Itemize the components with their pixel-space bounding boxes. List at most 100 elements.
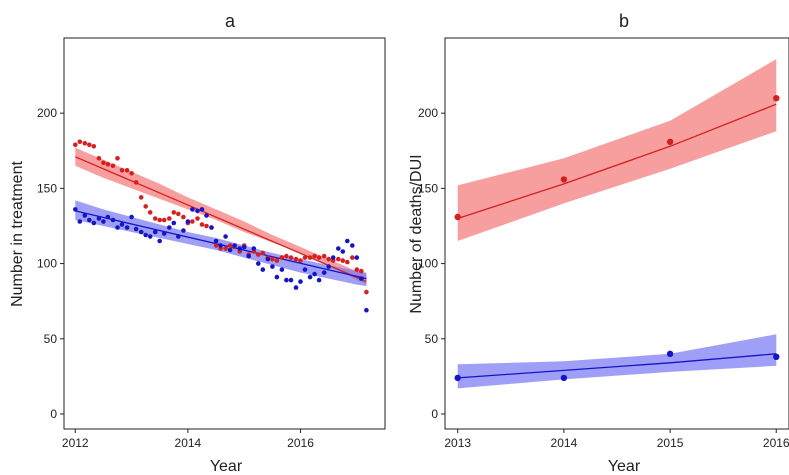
data-point-blue — [666, 350, 674, 357]
data-point-red — [364, 289, 369, 295]
data-point-blue — [119, 222, 125, 227]
y-tick-label: 50 — [44, 332, 58, 346]
data-point-red — [204, 223, 209, 229]
data-point-blue — [302, 267, 308, 272]
data-point-blue — [359, 276, 364, 281]
data-point-red — [110, 163, 116, 169]
data-point-red — [293, 256, 299, 262]
data-point-red — [359, 268, 364, 274]
data-point-red — [307, 255, 313, 260]
data-point-blue — [237, 246, 242, 251]
panel-a: a Year Number in treatment 2012 2014 2016 … — [9, 11, 386, 475]
fit-line-red — [75, 156, 367, 283]
data-point-red — [157, 217, 162, 223]
data-point-blue — [336, 246, 341, 251]
data-point-blue — [147, 234, 153, 239]
panel-a-title: a — [225, 11, 236, 31]
data-point-blue — [340, 249, 346, 254]
data-point-blue — [129, 214, 134, 220]
data-point-red — [124, 168, 130, 173]
data-point-red — [279, 255, 285, 260]
data-point-red — [115, 156, 120, 161]
data-point-red — [176, 211, 181, 217]
data-point-red — [96, 156, 102, 161]
data-point-red — [161, 217, 167, 223]
data-point-red — [288, 255, 294, 260]
data-point-red — [345, 259, 350, 265]
data-point-blue — [316, 277, 322, 283]
data-point-blue — [345, 238, 350, 244]
data-point-blue — [773, 353, 780, 360]
data-point-blue — [115, 225, 120, 230]
panel-b-x-ticks: 2013 2014 2015 2016 — [444, 429, 789, 450]
data-point-red — [223, 246, 228, 251]
data-point-red — [284, 253, 289, 259]
panel-a-y-ticks: 0 50 100 150 200 — [37, 106, 64, 421]
data-point-blue — [124, 225, 130, 230]
data-point-red — [199, 222, 205, 227]
data-point-blue — [270, 264, 275, 269]
data-point-blue — [326, 264, 332, 269]
data-point-blue — [560, 374, 568, 382]
data-point-red — [350, 255, 355, 260]
x-tick-label: 2013 — [444, 436, 471, 450]
panel-a-confidence-bands — [75, 147, 367, 287]
data-point-red — [138, 195, 144, 200]
data-point-blue — [312, 271, 317, 277]
y-tick-label: 200 — [418, 106, 438, 120]
data-point-blue — [204, 213, 209, 218]
y-tick-label: 50 — [425, 332, 439, 346]
data-point-blue — [354, 255, 360, 260]
data-point-red — [298, 258, 303, 263]
data-point-red — [129, 171, 134, 176]
data-point-red — [73, 142, 78, 148]
data-point-red — [171, 210, 177, 215]
data-point-blue — [138, 229, 144, 235]
x-tick-label: 2014 — [175, 436, 202, 450]
data-point-blue — [105, 214, 111, 220]
y-tick-label: 100 — [418, 257, 438, 271]
data-point-red — [274, 258, 280, 263]
data-point-blue — [227, 247, 233, 253]
plot-frame-b — [444, 37, 789, 430]
data-point-red — [101, 160, 106, 166]
data-point-blue — [91, 220, 97, 226]
data-point-red — [302, 255, 308, 260]
data-point-blue — [454, 374, 461, 382]
data-point-blue — [350, 243, 355, 248]
data-point-blue — [364, 307, 369, 313]
x-tick-label: 2015 — [657, 436, 684, 450]
data-point-blue — [199, 207, 205, 212]
data-point-blue — [213, 238, 219, 244]
x-tick-label: 2016 — [287, 436, 314, 450]
data-point-red — [213, 243, 219, 248]
data-point-red — [773, 95, 780, 102]
data-point-blue — [330, 255, 336, 260]
data-point-blue — [82, 213, 88, 218]
y-tick-label: 0 — [431, 407, 438, 421]
data-point-blue — [143, 232, 148, 238]
confidence-band-red — [457, 59, 777, 241]
data-point-red — [77, 139, 83, 145]
data-point-red — [354, 267, 360, 272]
data-point-blue — [251, 246, 257, 251]
data-point-blue — [87, 217, 92, 223]
data-point-blue — [279, 267, 285, 272]
data-point-blue — [307, 274, 313, 280]
data-point-blue — [190, 207, 195, 212]
panel-a-x-ticks: 2012 2014 2016 — [62, 429, 314, 450]
data-point-blue — [77, 219, 83, 224]
data-point-blue — [101, 219, 106, 224]
data-point-red — [270, 256, 275, 262]
data-point-blue — [185, 219, 191, 224]
confidence-band-blue — [457, 334, 777, 389]
data-point-blue — [232, 243, 237, 248]
data-point-blue — [73, 207, 78, 212]
y-tick-label: 200 — [37, 106, 57, 120]
data-point-red — [133, 180, 139, 185]
data-point-red — [167, 216, 172, 221]
panel-b-x-axis-title: Year — [608, 458, 641, 475]
data-point-blue — [288, 277, 294, 283]
panel-b-y-axis-title: Number of deaths/DUI — [408, 154, 425, 313]
data-point-blue — [195, 208, 200, 214]
